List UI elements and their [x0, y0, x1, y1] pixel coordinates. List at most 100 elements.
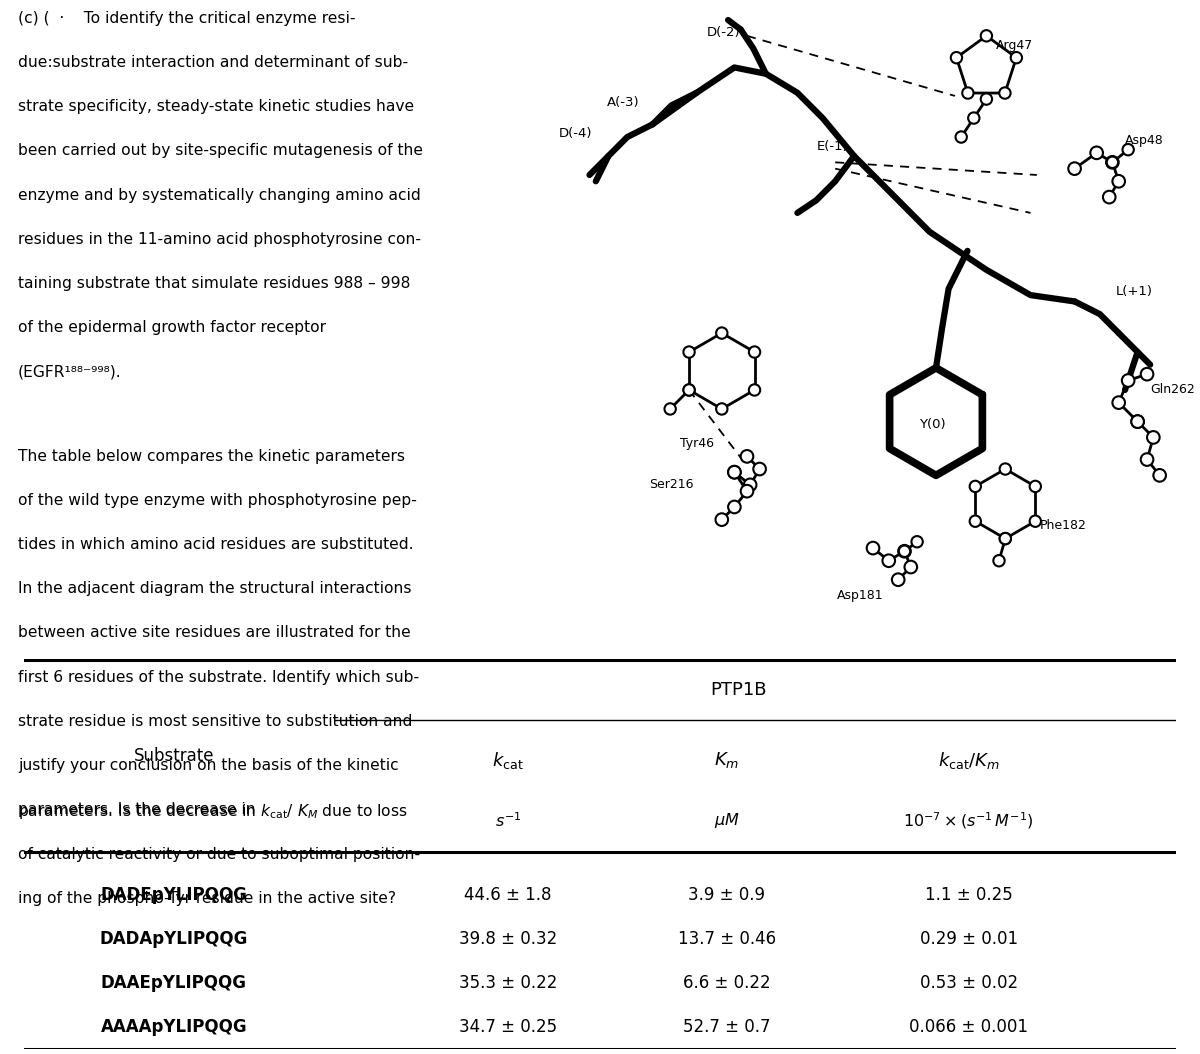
Text: Asp181: Asp181 [838, 589, 883, 602]
Text: D(-2): D(-2) [707, 26, 740, 39]
Text: DAAEpYLIPQQG: DAAEpYLIPQQG [101, 974, 247, 992]
Text: Ser216: Ser216 [649, 479, 694, 491]
Circle shape [683, 347, 695, 357]
Text: first 6 residues of the substrate. Identify which sub-: first 6 residues of the substrate. Ident… [18, 669, 419, 685]
Text: (EGFR¹⁸⁸⁻⁹⁹⁸).: (EGFR¹⁸⁸⁻⁹⁹⁸). [18, 365, 121, 379]
Circle shape [1091, 147, 1103, 159]
Circle shape [970, 481, 980, 492]
Circle shape [754, 463, 766, 475]
Circle shape [866, 542, 880, 554]
Text: been carried out by site-specific mutagenesis of the: been carried out by site-specific mutage… [18, 143, 424, 158]
Text: Arg47: Arg47 [996, 39, 1033, 52]
Text: parameters. Is the decrease in $k_{\rm cat}$/ $K_M$ due to loss: parameters. Is the decrease in $k_{\rm c… [18, 802, 408, 821]
Circle shape [665, 404, 676, 414]
Circle shape [980, 31, 992, 41]
Text: parameters. Is the decrease in: parameters. Is the decrease in [18, 802, 260, 818]
Text: DADEpYLIPQQG: DADEpYLIPQQG [101, 885, 247, 903]
Circle shape [1000, 87, 1010, 99]
Text: DADApYLIPQQG: DADApYLIPQQG [100, 930, 248, 948]
Text: L(+1): L(+1) [1116, 286, 1152, 298]
Text: AAAApYLIPQQG: AAAApYLIPQQG [101, 1018, 247, 1036]
Text: of catalytic reactivity or due to suboptimal position-: of catalytic reactivity or due to subopt… [18, 846, 420, 862]
Text: A(-3): A(-3) [607, 96, 640, 109]
Circle shape [740, 450, 754, 463]
Text: residues in the 11-amino acid phosphotyrosine con-: residues in the 11-amino acid phosphotyr… [18, 232, 421, 247]
Circle shape [898, 545, 911, 558]
Circle shape [728, 466, 740, 479]
Circle shape [716, 328, 727, 338]
Circle shape [892, 573, 905, 586]
Circle shape [980, 94, 992, 104]
Polygon shape [889, 368, 983, 475]
Text: $k_{\rm cat}/K_m$: $k_{\rm cat}/K_m$ [937, 749, 1000, 770]
Text: PTP1B: PTP1B [710, 681, 767, 699]
Circle shape [1000, 533, 1010, 544]
Text: of the wild type enzyme with phosphotyrosine pep-: of the wild type enzyme with phosphotyro… [18, 493, 416, 508]
Text: 0.53 ± 0.02: 0.53 ± 0.02 [919, 974, 1018, 992]
Circle shape [1122, 374, 1134, 387]
Circle shape [1103, 191, 1116, 203]
Text: 0.066 ± 0.001: 0.066 ± 0.001 [910, 1018, 1028, 1036]
Text: 44.6 ± 1.8: 44.6 ± 1.8 [464, 885, 552, 903]
Text: Substrate: Substrate [133, 747, 214, 765]
Circle shape [905, 561, 917, 573]
Text: $\mu M$: $\mu M$ [714, 811, 739, 829]
Circle shape [728, 501, 740, 513]
Text: justify your conclusion on the basis of the kinetic: justify your conclusion on the basis of … [18, 758, 398, 774]
Circle shape [1147, 431, 1159, 444]
Text: $K_m$: $K_m$ [714, 750, 739, 770]
Text: enzyme and by systematically changing amino acid: enzyme and by systematically changing am… [18, 188, 421, 202]
Text: of the epidermal growth factor receptor: of the epidermal growth factor receptor [18, 320, 326, 335]
Circle shape [1141, 453, 1153, 466]
Text: 39.8 ± 0.32: 39.8 ± 0.32 [458, 930, 557, 948]
Text: (c) (  ·    To identify the critical enzyme resi-: (c) ( · To identify the critical enzyme … [18, 11, 355, 25]
Text: 52.7 ± 0.7: 52.7 ± 0.7 [683, 1018, 770, 1036]
Text: Y(0): Y(0) [919, 418, 946, 431]
Text: tides in which amino acid residues are substituted.: tides in which amino acid residues are s… [18, 538, 414, 552]
Text: strate residue is most sensitive to substitution and: strate residue is most sensitive to subs… [18, 714, 413, 729]
Text: D(-4): D(-4) [559, 128, 593, 140]
Text: 34.7 ± 0.25: 34.7 ± 0.25 [458, 1018, 557, 1036]
Text: $k_{\rm cat}$: $k_{\rm cat}$ [492, 749, 523, 770]
Text: between active site residues are illustrated for the: between active site residues are illustr… [18, 625, 410, 641]
Circle shape [962, 87, 973, 99]
Circle shape [1068, 162, 1081, 175]
Text: due:substrate interaction and determinant of sub-: due:substrate interaction and determinan… [18, 55, 408, 70]
Text: strate specificity, steady-state kinetic studies have: strate specificity, steady-state kinetic… [18, 99, 414, 114]
Circle shape [1030, 481, 1040, 492]
Circle shape [1132, 415, 1144, 428]
Circle shape [899, 546, 910, 557]
Circle shape [715, 513, 728, 526]
Circle shape [683, 385, 695, 395]
Circle shape [994, 555, 1004, 566]
Text: 1.1 ± 0.25: 1.1 ± 0.25 [925, 885, 1013, 903]
Circle shape [740, 485, 754, 497]
Circle shape [1000, 533, 1010, 544]
Circle shape [749, 347, 761, 357]
Text: Phe182: Phe182 [1040, 520, 1087, 532]
Text: 6.6 ± 0.22: 6.6 ± 0.22 [683, 974, 770, 992]
Circle shape [1112, 396, 1124, 409]
Circle shape [744, 479, 756, 491]
Circle shape [716, 404, 727, 414]
Circle shape [1153, 469, 1166, 482]
Circle shape [728, 466, 740, 479]
Text: Gln262: Gln262 [1150, 384, 1195, 396]
Circle shape [1106, 156, 1118, 169]
Circle shape [955, 132, 967, 142]
Circle shape [970, 515, 980, 527]
Circle shape [683, 385, 695, 395]
Text: 0.29 ± 0.01: 0.29 ± 0.01 [919, 930, 1018, 948]
Text: 3.9 ± 0.9: 3.9 ± 0.9 [689, 885, 766, 903]
Circle shape [950, 52, 962, 63]
Circle shape [1141, 368, 1153, 380]
Text: Asp48: Asp48 [1126, 134, 1164, 147]
Circle shape [968, 113, 979, 123]
Circle shape [882, 554, 895, 567]
Circle shape [1030, 515, 1040, 527]
Text: 35.3 ± 0.22: 35.3 ± 0.22 [458, 974, 557, 992]
Circle shape [749, 385, 761, 395]
Text: 13.7 ± 0.46: 13.7 ± 0.46 [678, 930, 775, 948]
Text: $10^{-7} \times (s^{-1}\,M^{-1})$: $10^{-7} \times (s^{-1}\,M^{-1})$ [904, 811, 1034, 831]
Circle shape [1000, 464, 1010, 474]
